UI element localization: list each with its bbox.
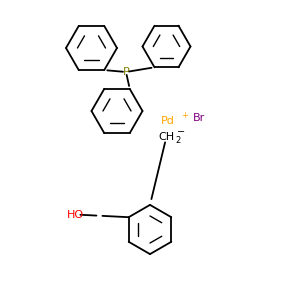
Text: P: P xyxy=(123,67,129,77)
Text: Pd: Pd xyxy=(161,116,175,127)
Text: −: − xyxy=(177,127,186,137)
Text: 2: 2 xyxy=(175,136,181,145)
Text: HO: HO xyxy=(66,209,84,220)
Text: +: + xyxy=(181,111,188,120)
Text: CH: CH xyxy=(158,131,175,142)
Text: Br: Br xyxy=(194,112,206,123)
